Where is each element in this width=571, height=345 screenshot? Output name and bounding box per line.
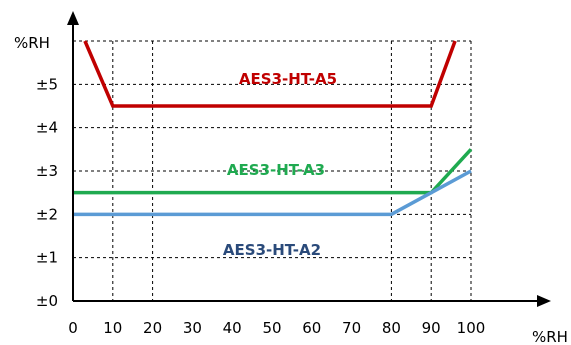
series-label-a3: AES3-HT-A3 [227,161,325,179]
y-tick-label: ±1 [36,249,58,267]
y-tick-label: ±3 [36,162,58,180]
y-axis-title: %RH [14,34,50,52]
y-tick-label: ±2 [36,205,58,223]
x-tick-label: 90 [422,319,441,337]
y-axis-arrow-icon [67,11,79,25]
x-axis-arrow-icon [537,295,551,307]
y-tick-label: ±4 [36,119,58,137]
x-tick-label: 30 [183,319,202,337]
series-lines [73,40,473,217]
y-tick-label: ±0 [36,292,58,310]
x-tick-label: 10 [103,319,122,337]
x-tick-label: 0 [68,319,78,337]
series-label-a2: AES3-HT-A2 [223,241,321,259]
series-labels: AES3-HT-A5 AES3-HT-A3 AES3-HT-A2 [223,70,337,259]
series-line [73,169,472,217]
series-label-a5: AES3-HT-A5 [239,70,337,88]
x-tick-label: 100 [457,319,486,337]
y-tick-label: ±5 [36,75,58,93]
x-tick-label: 20 [143,319,162,337]
x-tick-label: 40 [223,319,242,337]
x-tick-label: 50 [262,319,281,337]
x-tick-label: 60 [302,319,321,337]
x-tick-label: 80 [382,319,401,337]
x-axis-title: %RH [532,328,568,345]
axes [67,11,551,307]
tick-labels: 0 10 20 30 40 50 60 70 80 90 100 ±0 ±1 ±2 ±3 ±4 ±5 [36,75,485,337]
x-tick-label: 70 [342,319,361,337]
series-line [83,40,457,108]
